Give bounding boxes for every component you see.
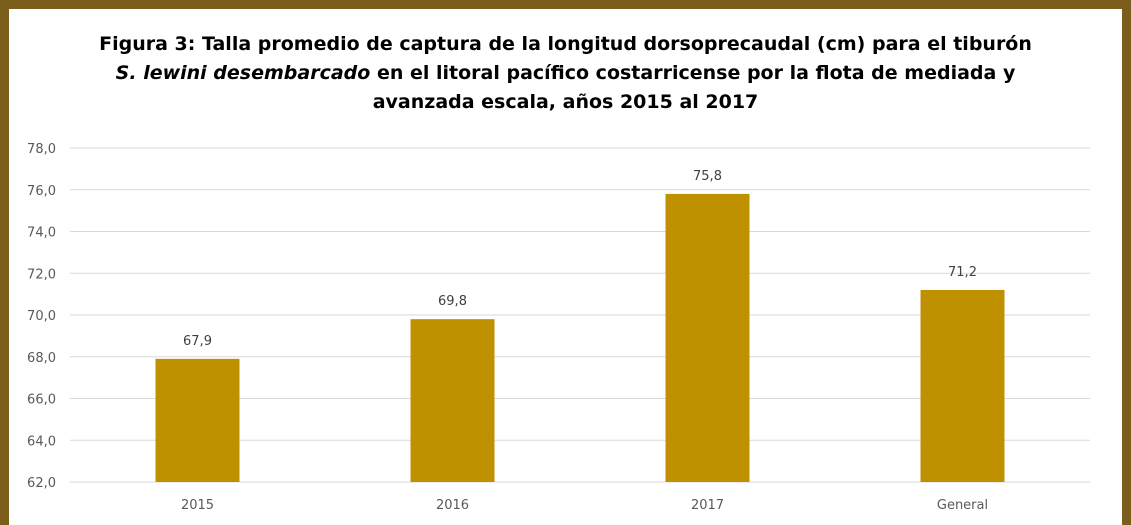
x-tick-label: 2016: [436, 498, 469, 513]
data-label: 75,8: [693, 169, 722, 184]
chart-title-line-1: Figura 3: Talla promedio de captura de l…: [99, 33, 1032, 55]
data-label: 69,8: [438, 294, 467, 309]
bar-general: [920, 289, 1005, 482]
y-tick-label: 66,0: [27, 393, 56, 408]
chart-title-line-2: S. lewini desembarcado en el litoral pac…: [60, 59, 1071, 88]
bar-2016: [410, 319, 495, 482]
y-tick-label: 74,0: [27, 226, 56, 241]
y-tick-label: 62,0: [27, 476, 56, 491]
data-label: 71,2: [948, 265, 977, 280]
y-tick-label: 64,0: [27, 434, 56, 449]
y-tick-label: 70,0: [27, 309, 56, 324]
chart-title-line-3: avanzada escala, años 2015 al 2017: [372, 91, 759, 113]
y-tick-label: 76,0: [27, 184, 56, 199]
chart-title: Figura 3: Talla promedio de captura de l…: [60, 30, 1071, 117]
bar-2017: [665, 193, 750, 483]
chart-title-line-2-rest: en el litoral pacífico costarricense por…: [370, 62, 1016, 84]
y-tick-label: 72,0: [27, 267, 56, 282]
x-tick-label: 2017: [691, 498, 724, 513]
y-tick-label: 68,0: [27, 351, 56, 366]
x-tick-label: 2015: [181, 498, 214, 513]
data-label: 67,9: [183, 334, 212, 349]
y-tick-label: 78,0: [27, 142, 56, 157]
bar-2015: [155, 358, 240, 482]
species-name: S. lewini desembarcado: [115, 62, 371, 84]
x-tick-label: General: [937, 498, 988, 513]
